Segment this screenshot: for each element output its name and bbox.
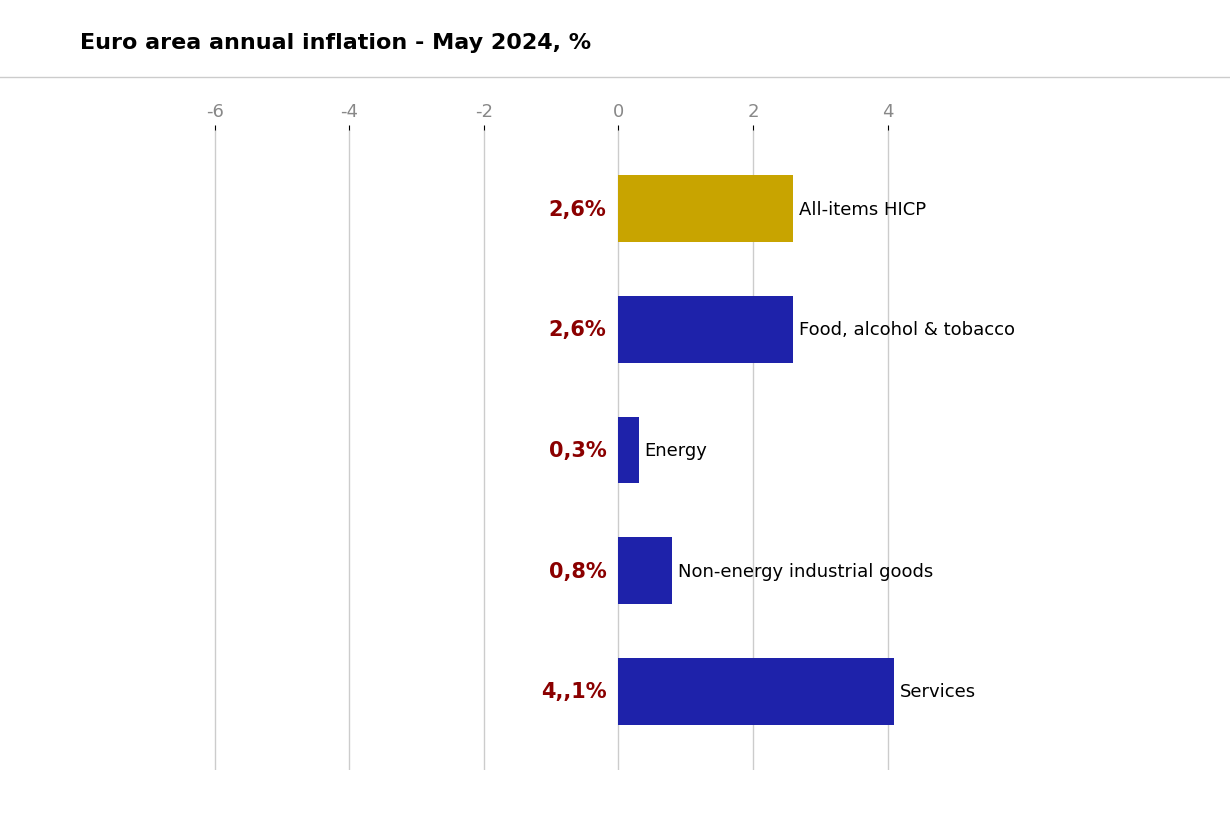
Bar	[619, 658, 894, 725]
Text: 0,3%: 0,3%	[549, 441, 606, 460]
Bar	[619, 176, 793, 242]
Text: 4,,1%: 4,,1%	[541, 681, 606, 702]
Text: 2,6%: 2,6%	[549, 199, 606, 219]
Text: Food, alcohol & tobacco: Food, alcohol & tobacco	[798, 321, 1015, 339]
Bar	[619, 418, 638, 483]
Text: All-items HICP: All-items HICP	[798, 201, 926, 219]
Text: 2,6%: 2,6%	[549, 320, 606, 340]
Text: Non-energy industrial goods: Non-energy industrial goods	[678, 562, 932, 580]
Bar	[619, 538, 673, 604]
Text: Energy: Energy	[645, 441, 707, 459]
Bar	[619, 296, 793, 363]
Text: 0,8%: 0,8%	[549, 561, 606, 581]
Text: Services: Services	[899, 682, 975, 700]
Text: Euro area annual inflation - May 2024, %: Euro area annual inflation - May 2024, %	[80, 33, 592, 52]
